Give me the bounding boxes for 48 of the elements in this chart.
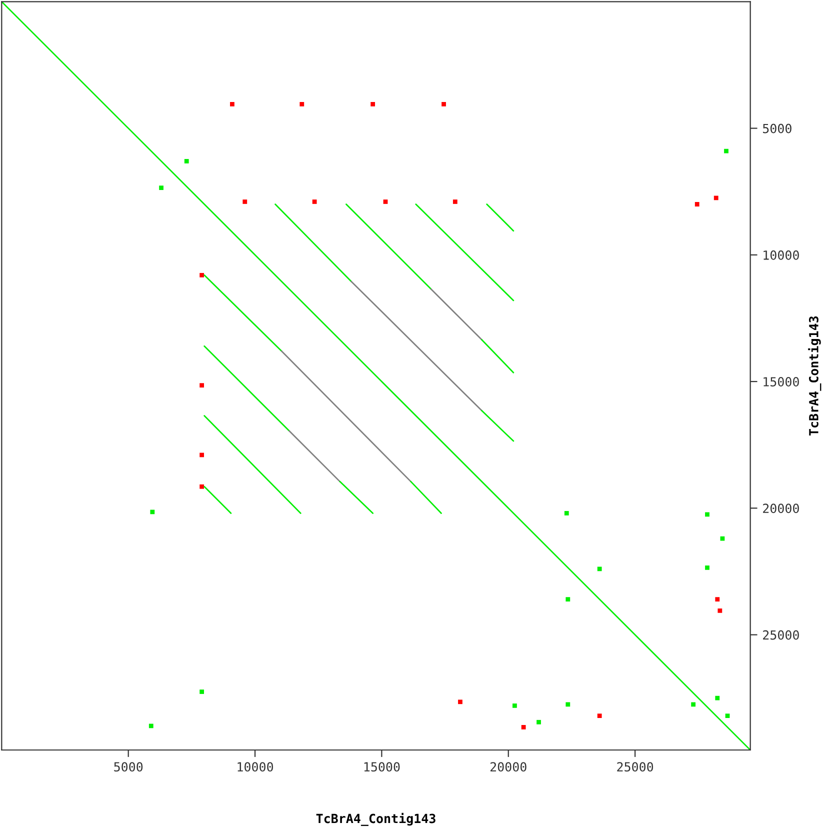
point [597, 566, 602, 572]
point [242, 200, 248, 204]
point [718, 608, 722, 613]
point [200, 452, 204, 458]
point [383, 200, 388, 204]
point [200, 383, 204, 388]
y-tick-label: 10000 [764, 250, 799, 260]
point [312, 200, 317, 204]
x-tick-label: 15000 [364, 762, 400, 772]
point [597, 714, 602, 718]
point [705, 512, 710, 517]
point [691, 702, 696, 707]
point [566, 597, 570, 602]
x-tick-label: 20000 [490, 762, 526, 772]
point [725, 714, 730, 718]
point [458, 700, 462, 704]
point [370, 102, 376, 106]
point [230, 102, 234, 106]
point [512, 703, 517, 708]
point [184, 159, 189, 164]
point [536, 720, 541, 724]
y-axis-title: TcBrA4_Contig143 [808, 316, 822, 436]
y-tick-label: 25000 [763, 630, 799, 640]
point [200, 690, 204, 694]
point [159, 186, 164, 190]
y-tick-label: 15000 [764, 377, 799, 386]
x-tick-label: 5000 [114, 762, 143, 772]
point [714, 196, 718, 200]
point [566, 702, 570, 707]
point [715, 597, 720, 602]
x-tick-label: 25000 [617, 762, 654, 772]
point [724, 148, 728, 154]
point [150, 510, 155, 514]
y-tick-label: 20000 [763, 504, 799, 514]
x-tick-label: 10000 [238, 762, 274, 772]
y-tick-label: 5000 [763, 124, 792, 134]
point [694, 202, 700, 206]
point [200, 484, 204, 489]
point [200, 272, 204, 278]
point [442, 102, 446, 106]
point [705, 565, 710, 570]
point [452, 200, 458, 204]
point [148, 724, 154, 728]
point [564, 511, 569, 516]
point [300, 102, 304, 106]
point [521, 725, 526, 730]
x-axis-title: TcBrA4_Contig143 [316, 812, 436, 826]
point [715, 696, 720, 700]
